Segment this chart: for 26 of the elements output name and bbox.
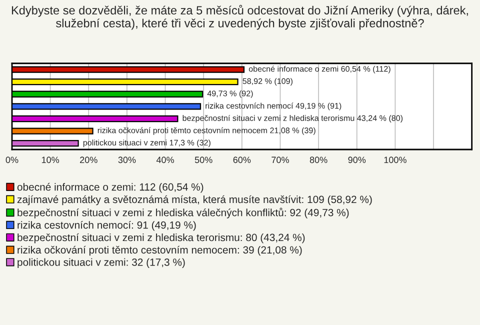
x-tick-label: 100% (384, 156, 406, 164)
legend-label: obecné informace o zemi: 112 (60,54 %) (17, 182, 204, 193)
x-tick-label: 0% (6, 156, 18, 164)
legend-label: bezpečnostní situaci v zemi z hlediska válečných konfliktů: 92 (49,73 %) (18, 208, 349, 218)
chart-title: Kdybyste se dozvěděli, že máte za 5 měsíců odcestovat do Jižní Ameriky (výhra, dárek, služební cesta), které tři věci z uvedených byste zjišťovali přednostně? (12, 4, 468, 30)
x-tick-label: 70% (272, 156, 289, 164)
legend-label: politickou situaci v zemi: 32 (17,3 %) (18, 258, 185, 268)
x-tick-label: 10% (42, 156, 60, 164)
x-tick-label: 40% (156, 156, 174, 164)
data-label: politickou situaci v zemi 17,3 % (32) (83, 140, 210, 148)
data-label: obecné informace o zemi 60,54 % (112) (248, 66, 390, 74)
data-label: rizika cestovních nemocí 49,19 % (91) (206, 102, 342, 110)
x-tick-label: 80% (310, 156, 328, 164)
data-label: 58,92 % (109) (242, 78, 292, 86)
legend-label: rizika cestovních nemocí: 91 (49,19 %) (18, 220, 196, 231)
x-tick-label: 50% (194, 156, 212, 164)
x-tick-label: 90% (348, 156, 366, 164)
legend-label: rizika očkování proti těmto cestovním nemocem: 39 (21,08 %) (18, 246, 302, 256)
legend-label: zajímavé památky a světoznámá místa, která musíte navštívit: 109 (58,92 %) (17, 195, 372, 206)
data-label: rizika očkování proti těmto cestovním nemocem 21,08 % (39) (98, 127, 316, 135)
legend-label: bezpečnostní situaci v zemi z hlediska terorismu: 80 (43,24 %) (18, 233, 305, 244)
x-tick-label: 30% (118, 156, 136, 164)
x-tick-label: 20% (80, 156, 98, 164)
data-label: 49,73 % (92) (207, 90, 253, 98)
data-label: bezpečnostní situaci v zemi z hlediska terorismu 43,24 % (80) (182, 114, 403, 123)
x-tick-label: 60% (233, 156, 251, 164)
